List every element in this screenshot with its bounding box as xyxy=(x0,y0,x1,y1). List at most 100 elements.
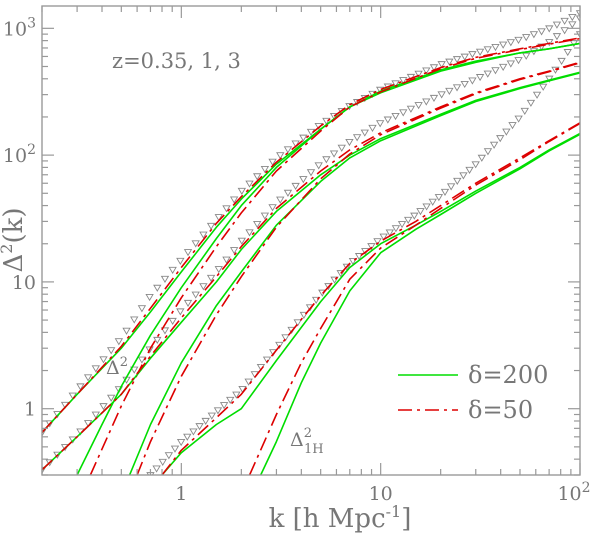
sim-marker xyxy=(170,445,180,453)
sim-marker xyxy=(460,53,469,61)
sim-marker xyxy=(422,67,431,75)
sim-marker xyxy=(414,70,423,78)
sim-marker xyxy=(76,383,85,391)
sim-marker xyxy=(367,243,376,251)
sim-marker xyxy=(545,39,554,47)
dashdot-one_halo-curve-z035 xyxy=(89,37,580,475)
sim-marker xyxy=(283,189,293,197)
sim-marker xyxy=(368,124,377,133)
sim-marker xyxy=(345,138,354,147)
sim-marker xyxy=(262,356,272,364)
sim-marker xyxy=(99,403,108,411)
sim-marker xyxy=(429,64,439,72)
sim-marker xyxy=(496,135,505,143)
sim-marker xyxy=(502,128,511,136)
sim-marker xyxy=(422,203,431,211)
sim-marker xyxy=(437,61,446,69)
sim-marker xyxy=(137,356,147,364)
sim-marker xyxy=(222,205,231,213)
sim-marker xyxy=(483,70,492,78)
sim-marker xyxy=(314,162,323,170)
plot-frame xyxy=(41,5,581,476)
sim-marker xyxy=(391,112,400,121)
sim-marker xyxy=(568,14,577,22)
sim-marker xyxy=(199,283,208,291)
legend-label-dashdot: δ=50 xyxy=(468,396,533,424)
sim-marker xyxy=(68,392,77,400)
solid-total-curve-z3 xyxy=(161,132,580,475)
sim-marker xyxy=(397,221,407,229)
x-axis-title: k [h Mpc-1] xyxy=(269,502,412,534)
sim-marker xyxy=(483,46,492,54)
sim-marker xyxy=(293,319,302,327)
y-axis-title: Δ2(k) xyxy=(0,207,29,272)
solid-total-curve-z1 xyxy=(42,71,580,471)
sim-marker xyxy=(575,10,580,18)
sim-marker xyxy=(183,249,193,257)
sim-marker xyxy=(498,41,508,49)
sim-marker xyxy=(568,21,577,29)
x-axis-title-main: k [h Mpc xyxy=(269,504,386,534)
sim-marker xyxy=(445,58,454,66)
sim-marker xyxy=(329,150,339,158)
sim-marker xyxy=(283,146,293,154)
sim-marker xyxy=(522,52,531,60)
dashdot-total-curve-z035 xyxy=(42,37,580,433)
sim-marker xyxy=(491,67,500,75)
sim-marker xyxy=(422,98,431,106)
sim-marker xyxy=(428,198,437,206)
sim-marker xyxy=(168,317,177,326)
sim-marker xyxy=(446,183,456,191)
sim-marker xyxy=(453,177,462,185)
sim-marker xyxy=(268,158,277,166)
sim-marker xyxy=(560,27,569,35)
dashdot-one_halo-curve-z3 xyxy=(248,122,580,475)
sim-marker xyxy=(537,28,546,36)
sim-marker xyxy=(153,284,162,292)
sim-marker xyxy=(437,91,446,99)
sim-marker xyxy=(207,412,217,420)
sim-marker xyxy=(226,396,235,404)
sim-marker xyxy=(299,134,308,142)
sim-marker xyxy=(557,57,566,66)
x-axis-title-close: ] xyxy=(401,504,411,534)
sim-marker xyxy=(164,452,174,460)
sim-marker xyxy=(245,229,254,237)
sim-marker xyxy=(385,229,394,237)
sim-marker xyxy=(291,182,300,191)
sim-marker xyxy=(281,334,290,342)
sim-marker xyxy=(253,173,262,181)
sim-marker xyxy=(429,94,439,103)
total-power-label: Δ2 xyxy=(106,355,128,379)
sim-marker xyxy=(403,216,413,224)
y-tick-label: 103 xyxy=(3,15,36,40)
sim-marker xyxy=(373,238,382,246)
sim-marker xyxy=(137,305,147,313)
sim-marker xyxy=(219,402,229,410)
sim-marker xyxy=(360,129,369,137)
sim-marker xyxy=(176,439,186,447)
sim-marker xyxy=(552,21,562,29)
sim-marker xyxy=(160,327,170,335)
sim-marker xyxy=(201,417,210,426)
total-power-label-base: Δ xyxy=(106,357,120,379)
sim-marker xyxy=(440,188,450,196)
sim-marker xyxy=(214,214,223,222)
y-tick-label: 102 xyxy=(3,142,36,167)
sim-marker xyxy=(276,152,285,160)
sim-marker xyxy=(106,394,116,402)
dashdot-total-curve-z3 xyxy=(161,122,580,475)
sim-marker xyxy=(106,347,116,355)
x-tick-label: 1 xyxy=(175,483,187,505)
sim-marker xyxy=(130,316,139,324)
sim-marker xyxy=(237,237,247,245)
series-layer xyxy=(42,10,580,475)
sim-marker xyxy=(468,77,477,85)
sim-marker xyxy=(445,87,454,95)
sim-markers-z035 xyxy=(42,10,580,437)
y-tick-label-exp: 2 xyxy=(27,142,36,158)
one-halo-label-sup: 2 xyxy=(304,426,312,441)
sim-marker xyxy=(214,266,223,274)
sim-marker xyxy=(460,80,469,89)
